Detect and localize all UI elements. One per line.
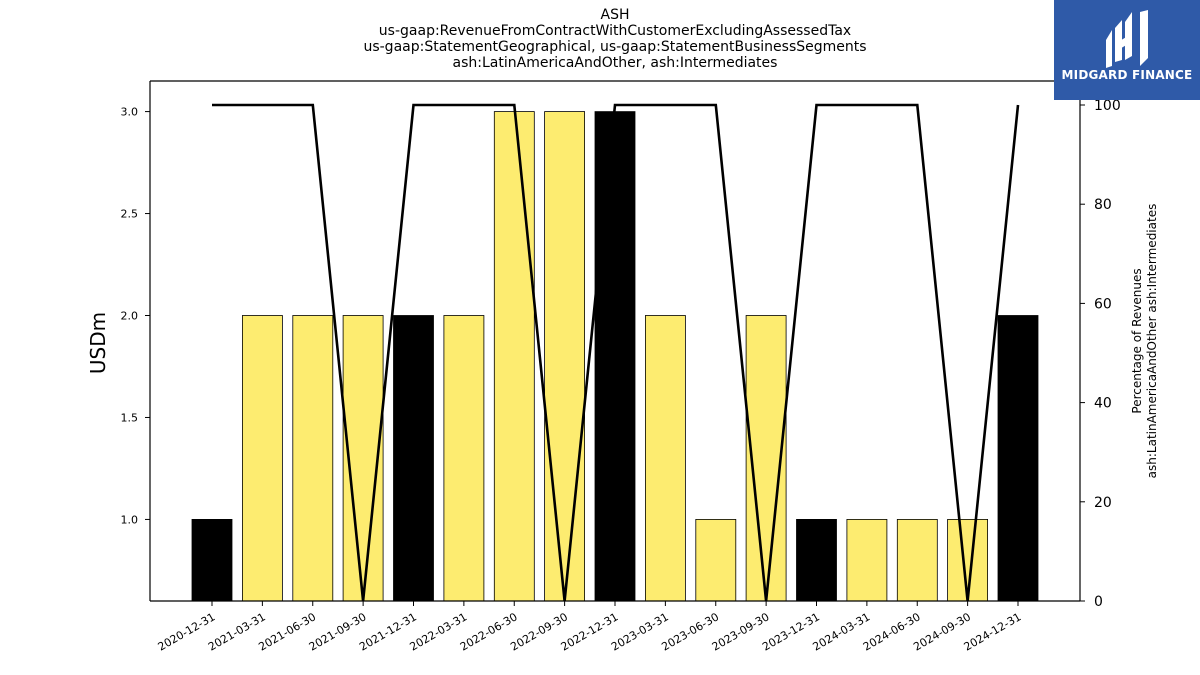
y2-axis-label: ash:LatinAmericaAndOther ash:Intermediat…: [1145, 204, 1159, 479]
bar-2022-09-30: [544, 111, 585, 602]
y-tick-label: 1.0: [121, 513, 139, 526]
y2-axis-label: Percentage of Revenues: [1130, 268, 1144, 413]
bar-2023-06-30: [695, 519, 737, 602]
y2-tick-label: 0: [1094, 594, 1103, 610]
y2-tick-label: 40: [1094, 396, 1112, 412]
bar-2021-06-30: [292, 315, 334, 602]
y-tick-label: 3.0: [121, 106, 139, 119]
bar-2022-12-31: [594, 111, 636, 602]
brand-name: MIDGARD FINANCE: [1061, 68, 1193, 82]
title-members: ash:LatinAmericaAndOther, ash:Intermedia…: [452, 55, 778, 71]
y2-tick-label: 80: [1094, 197, 1112, 213]
bar-2024-09-30: [947, 519, 988, 602]
y-tick-label: 2.0: [121, 310, 139, 323]
bar-2024-06-30: [896, 519, 938, 602]
y2-tick-label: 60: [1094, 296, 1112, 312]
brand-logo: MIDGARD FINANCE: [1054, 0, 1200, 100]
title-ticker: ASH: [600, 7, 630, 23]
y2-tick-label: 20: [1094, 495, 1112, 511]
x-tick-label: 2024-12-31: [962, 610, 1024, 653]
bar-2022-03-31: [443, 315, 485, 602]
y-axis-label: USDm: [86, 312, 110, 374]
y2-tick-label: 100: [1094, 98, 1121, 114]
y-tick-label: 2.5: [121, 208, 139, 221]
title-axes: us-gaap:StatementGeographical, us-gaap:S…: [363, 39, 867, 55]
midgard-logo-icon: [1054, 0, 1200, 100]
bar-2024-12-31: [997, 315, 1039, 602]
percentage-line: [212, 103, 1020, 602]
bar-2020-12-31: [191, 519, 233, 602]
bar-2023-03-31: [645, 315, 686, 602]
y-tick-label: 1.5: [121, 411, 139, 424]
bar-2021-03-31: [241, 315, 283, 602]
bar-2022-06-30: [493, 111, 535, 602]
bar-2021-12-31: [393, 315, 434, 602]
title-concept: us-gaap:RevenueFromContractWithCustomerE…: [378, 23, 852, 39]
bar-2023-12-31: [796, 519, 837, 602]
bar-2024-03-31: [846, 519, 888, 602]
